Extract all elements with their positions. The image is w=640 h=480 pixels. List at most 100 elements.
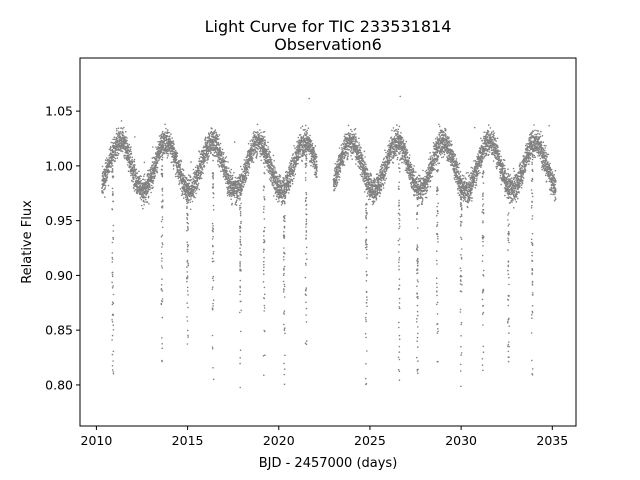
data-point	[173, 143, 175, 145]
data-point	[210, 151, 212, 154]
data-point	[154, 175, 156, 177]
data-point	[134, 171, 137, 173]
data-point	[379, 188, 381, 190]
data-point	[131, 156, 133, 159]
data-point	[123, 156, 125, 158]
data-point	[187, 184, 190, 187]
data-point	[149, 185, 151, 187]
data-point	[264, 141, 267, 143]
data-point	[355, 159, 357, 161]
data-point	[110, 165, 113, 167]
data-point	[136, 188, 138, 190]
data-point	[240, 165, 242, 168]
data-point	[314, 145, 317, 147]
data-point	[191, 182, 194, 184]
data-point	[333, 185, 336, 188]
data-point	[140, 198, 143, 201]
data-point	[293, 170, 296, 173]
data-point	[194, 190, 197, 192]
data-point	[378, 181, 380, 183]
data-point	[353, 133, 356, 136]
data-point	[119, 130, 122, 133]
data-point	[382, 184, 385, 187]
data-point	[124, 157, 126, 160]
data-point	[145, 196, 147, 198]
data-point	[120, 150, 122, 152]
data-point	[307, 141, 310, 144]
data-point	[290, 162, 293, 165]
data-point	[397, 128, 400, 131]
data-point	[172, 140, 175, 142]
data-point	[167, 153, 170, 155]
data-point	[176, 155, 178, 157]
data-point	[195, 183, 198, 186]
data-point	[340, 144, 343, 146]
data-point	[271, 162, 273, 164]
data-point	[172, 164, 175, 166]
data-point	[301, 160, 304, 162]
data-point	[139, 197, 142, 199]
data-point	[102, 176, 104, 178]
data-point	[229, 180, 232, 182]
data-point	[233, 194, 236, 197]
data-point	[254, 146, 256, 148]
data-point	[108, 157, 110, 159]
data-point	[274, 167, 276, 169]
data-point	[311, 159, 313, 161]
data-point	[387, 156, 389, 159]
data-point	[226, 170, 228, 172]
data-point	[382, 178, 385, 181]
data-point	[235, 204, 238, 206]
data-point	[113, 156, 115, 159]
data-point	[339, 167, 342, 169]
data-point	[158, 135, 161, 137]
data-point	[385, 172, 387, 175]
data-point	[120, 120, 123, 122]
data-point	[373, 200, 376, 203]
data-point	[277, 201, 279, 203]
data-point	[160, 135, 163, 138]
data-point	[366, 169, 369, 171]
data-point	[250, 152, 253, 155]
data-point	[261, 142, 264, 144]
data-point	[349, 134, 351, 137]
data-point	[150, 187, 152, 189]
data-point	[148, 186, 151, 189]
data-point	[203, 146, 206, 149]
data-point	[268, 154, 271, 156]
data-point	[182, 197, 185, 199]
data-point	[251, 159, 253, 161]
data-point	[337, 168, 339, 171]
data-point	[219, 149, 221, 151]
data-point	[122, 132, 125, 134]
data-point	[287, 178, 289, 180]
data-point	[394, 152, 397, 155]
data-point	[169, 138, 171, 141]
data-point	[191, 178, 193, 181]
data-point	[341, 156, 344, 158]
data-point	[316, 170, 318, 172]
data-point	[184, 180, 187, 183]
data-point	[359, 150, 362, 152]
data-point	[364, 156, 366, 158]
data-point	[102, 174, 104, 177]
data-point	[361, 172, 363, 174]
data-point	[305, 159, 308, 161]
data-point	[143, 204, 145, 206]
data-point	[106, 157, 108, 159]
data-point	[294, 165, 297, 168]
data-point	[104, 185, 107, 187]
data-point	[171, 150, 174, 153]
data-point	[270, 177, 273, 180]
data-point	[350, 128, 352, 131]
data-point	[371, 187, 374, 189]
data-point	[245, 175, 247, 177]
data-point	[348, 132, 350, 134]
data-point	[338, 173, 340, 176]
data-point	[390, 159, 393, 161]
data-point	[266, 169, 268, 171]
data-point	[206, 142, 209, 145]
data-point	[150, 168, 153, 171]
data-point	[127, 146, 130, 149]
